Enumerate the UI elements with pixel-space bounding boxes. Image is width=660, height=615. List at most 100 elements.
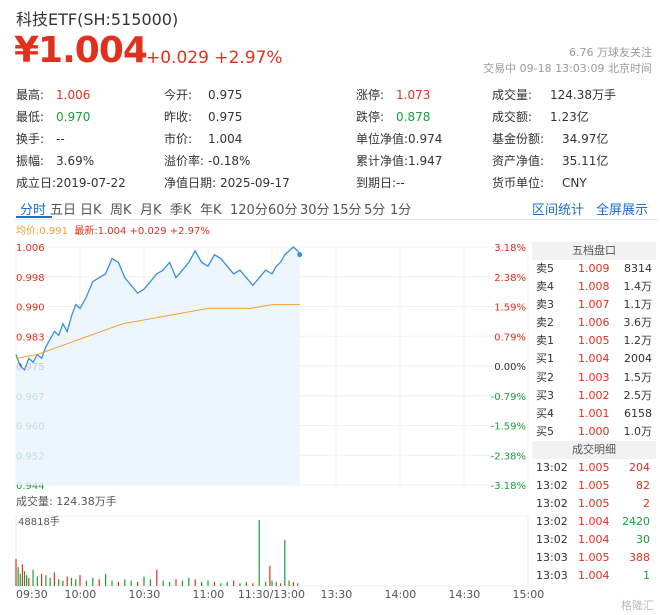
right-tab-0[interactable]: 区间统计 (532, 203, 585, 218)
order-price: 1.006 (578, 316, 610, 330)
volume-bar (156, 569, 158, 586)
order-price: 1.003 (578, 370, 610, 384)
volume-bar (70, 577, 73, 586)
stat-label: 成立日: (16, 176, 57, 190)
order-price: 1.009 (578, 262, 610, 275)
tab-3[interactable]: 周K (110, 203, 132, 218)
volume-bar (28, 577, 30, 586)
legend-avg-value: 0.991 (39, 226, 69, 237)
stat-value: 35.11亿 (562, 154, 609, 168)
trade-price: 1.005 (578, 550, 610, 564)
volume-bar (292, 581, 294, 586)
volume-bar (79, 575, 81, 586)
intraday-chart[interactable]: 1.006 3.18% 0.998 2.38% 0.990 1.59% 0.983 0.79%… (0, 0, 532, 600)
stat-label: 到期日: (356, 176, 397, 190)
volume-bar (19, 573, 21, 586)
stat-value: 1.947 (408, 154, 443, 168)
tab-12[interactable]: 1分 (390, 203, 412, 218)
order-price: 1.008 (578, 280, 610, 294)
trade-time: 13:02 (536, 460, 568, 474)
stat-label: 市价: (164, 132, 193, 146)
volume-bar (137, 581, 139, 586)
trade-price: 1.005 (578, 496, 610, 510)
volume-bar (201, 581, 203, 586)
order-price: 1.007 (578, 298, 610, 312)
volume-bar (23, 571, 26, 586)
tab-8[interactable]: 60分 (268, 203, 298, 218)
stat-label: 成交额: (492, 110, 533, 124)
tab-9[interactable]: 30分 (300, 203, 330, 218)
y-tick-left: 0.990 (16, 303, 45, 314)
trade-volume: 204 (629, 460, 650, 474)
trade-row: 13:02 1.005 2 (532, 495, 656, 513)
volume-bar (245, 581, 247, 586)
order-label: 买5 (536, 424, 554, 438)
volume-bar (149, 579, 151, 586)
tab-11[interactable]: 5分 (364, 203, 386, 218)
x-tick: 09:30 (16, 588, 48, 601)
tab-4[interactable]: 月K (140, 203, 162, 218)
right-tab-1[interactable]: 全屏展示 (596, 203, 649, 218)
tab-5[interactable]: 季K (170, 203, 192, 218)
order-volume: 8314 (624, 262, 652, 275)
x-tick: 11:00 (192, 588, 225, 601)
order-volume: 6158 (624, 406, 652, 420)
volume-bar (181, 580, 183, 586)
trade-row: 13:03 1.005 388 (532, 549, 656, 567)
stats-row: 最低: 0.970 昨收: 0.975 跌停: 0.878 成交额: 1.23亿 (16, 106, 656, 128)
trade-row: 13:02 1.004 30 (532, 531, 656, 549)
order-label: 卖1 (536, 334, 554, 348)
trade-row: 13:02 1.004 2420 (532, 513, 656, 531)
y-tick-right: 0.79% (494, 332, 526, 343)
stat-value: 34.97亿 (562, 132, 609, 146)
y-tick-right: 0.00% (494, 362, 526, 373)
order-row: 卖4 1.008 1.4万 (532, 278, 656, 296)
volume-bar (279, 583, 282, 586)
volume-bar (194, 579, 196, 586)
volume-plot-frame (15, 515, 529, 587)
volume-bar (284, 540, 286, 586)
volume-bar (226, 581, 228, 586)
volume-bar (252, 583, 254, 586)
y-tick-right: 1.59% (494, 303, 526, 314)
tab-7[interactable]: 120分 (230, 203, 268, 218)
stats-row: 振幅: 3.69% 溢价率: -0.18% 累计净值: 1.947 资产净值: 35.11亿 (16, 150, 656, 172)
y-tick-left: 1.006 (16, 243, 45, 254)
x-tick: 10:00 (64, 588, 97, 601)
change-value: +0.029 (146, 48, 209, 68)
y-tick-left: 0.983 (16, 332, 45, 343)
order-label: 卖2 (536, 316, 554, 330)
volume-bar (130, 580, 132, 586)
stats-row: 换手: -- 市价: 1.004 单位净值: 0.974 基金份额: 34.97亿 (16, 128, 656, 150)
trade-time: 13:02 (536, 496, 568, 510)
volume-bar (169, 581, 171, 586)
trade-price: 1.005 (578, 478, 610, 492)
order-row: 卖5 1.009 8314 (532, 260, 656, 278)
tab-6[interactable]: 年K (200, 203, 222, 218)
trade-price: 1.004 (578, 532, 610, 546)
tab-10[interactable]: 15分 (332, 203, 362, 218)
x-tick: 14:30 (448, 588, 481, 601)
tab-2[interactable]: 日K (80, 203, 102, 218)
tab-1[interactable]: 五日 (50, 203, 77, 218)
price-area (16, 247, 300, 485)
trade-price: 1.004 (578, 568, 610, 582)
volume-bar (265, 581, 267, 586)
order-label: 卖3 (536, 298, 554, 312)
price-change: +0.029 +2.97% (146, 48, 283, 68)
trade-volume: 2420 (622, 514, 650, 528)
tab-0[interactable]: 分时 (20, 203, 47, 218)
volume-bar (258, 520, 260, 586)
volume-bar (275, 581, 277, 586)
stat-value: 0.975 (208, 88, 243, 102)
volume-bar (269, 565, 271, 586)
order-row: 买5 1.000 1.0万 (532, 423, 656, 441)
trade-status: 交易中 09-18 13:03:09 北京时间 (483, 62, 652, 75)
side-panel: 五档盘口 卖5 1.009 8314 卖4 1.008 1.4万 卖3 1.007 1.1万 卖2 1… (532, 242, 656, 585)
stat-value: 124.38万手 (550, 88, 616, 102)
x-tick: 10:30 (128, 588, 161, 601)
order-label: 买4 (536, 406, 554, 420)
volume-bar (21, 564, 23, 586)
volume-bar (143, 576, 145, 586)
order-volume: 1.0万 (623, 424, 653, 438)
